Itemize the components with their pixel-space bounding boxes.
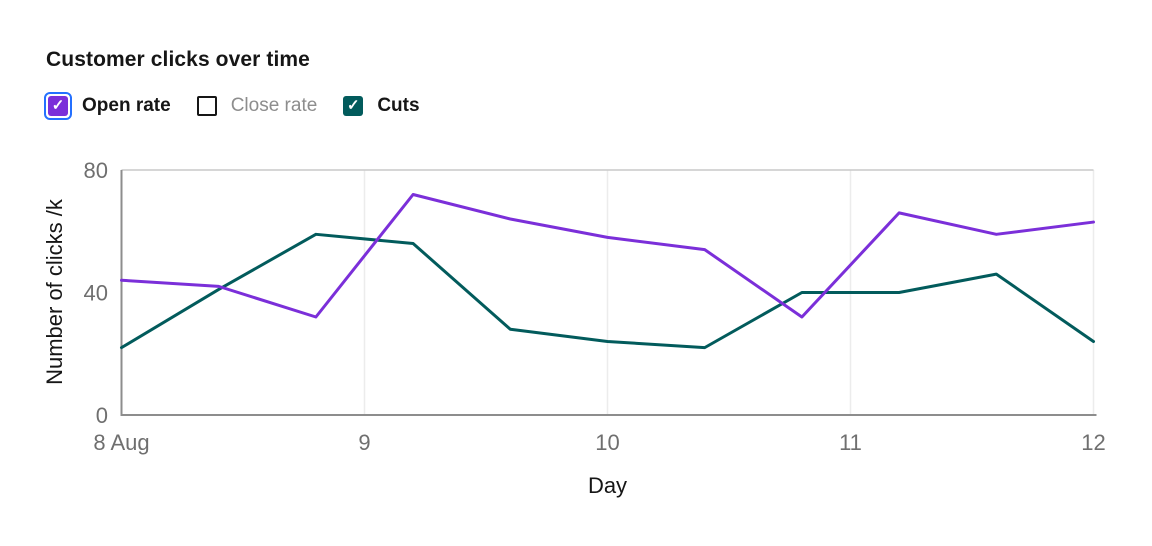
legend: ✓ Open rate Close rate ✓ Cuts [44,92,420,120]
legend-item-close-rate[interactable]: Close rate [193,92,318,120]
y-tick-0: 0 [96,403,108,428]
legend-label-open-rate: Open rate [82,95,171,116]
x-tick-11: 11 [839,430,862,455]
legend-item-open-rate[interactable]: ✓ Open rate [44,92,171,120]
chart-title: Customer clicks over time [46,48,310,71]
x-axis-label: Day [588,473,627,498]
y-axis-label: Number of clicks /k [42,198,67,385]
cuts-checkbox[interactable]: ✓ [339,92,367,120]
open-rate-line [120,193,1095,319]
legend-item-cuts[interactable]: ✓ Cuts [339,92,420,120]
x-tick-8-aug: 8 Aug [93,430,149,455]
legend-label-close-rate: Close rate [230,95,318,116]
legend-label-cuts: Cuts [377,95,420,116]
close-rate-checkbox[interactable] [193,92,221,120]
check-icon: ✓ [51,96,65,114]
open-rate-checkbox[interactable]: ✓ [44,92,72,120]
cuts-line [120,232,1095,350]
x-tick-10: 10 [595,430,619,455]
y-tick-40: 40 [84,281,108,306]
y-tick-80: 80 [84,158,108,183]
check-icon: ✓ [347,96,360,114]
x-tick-12: 12 [1081,430,1105,455]
x-tick-9: 9 [358,430,370,455]
